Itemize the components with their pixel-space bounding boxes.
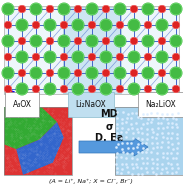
Circle shape <box>72 19 84 31</box>
Bar <box>4 107 72 175</box>
Bar <box>4 6 179 94</box>
Bar <box>115 107 183 175</box>
Text: A₃OX: A₃OX <box>12 100 31 109</box>
Circle shape <box>156 83 168 95</box>
Circle shape <box>44 83 56 95</box>
Circle shape <box>142 35 154 47</box>
Text: MD: MD <box>100 109 118 119</box>
Circle shape <box>32 53 40 61</box>
Circle shape <box>72 83 84 95</box>
Circle shape <box>100 51 112 63</box>
Text: D, Ea: D, Ea <box>95 133 123 143</box>
Bar <box>115 107 183 175</box>
Circle shape <box>58 3 70 15</box>
Circle shape <box>158 37 166 45</box>
Circle shape <box>156 19 168 31</box>
Bar <box>63 7 121 93</box>
Circle shape <box>144 53 152 61</box>
Circle shape <box>100 83 112 95</box>
Circle shape <box>102 69 110 77</box>
Circle shape <box>142 3 154 15</box>
Circle shape <box>74 69 82 77</box>
Circle shape <box>86 3 98 15</box>
Circle shape <box>128 83 140 95</box>
Bar <box>4 107 72 175</box>
Circle shape <box>86 35 98 47</box>
Text: Na₂LiOX: Na₂LiOX <box>146 100 176 109</box>
Circle shape <box>46 5 54 13</box>
Circle shape <box>114 35 126 47</box>
Circle shape <box>158 69 166 77</box>
Polygon shape <box>4 107 57 149</box>
FancyArrow shape <box>79 138 148 156</box>
Circle shape <box>116 53 124 61</box>
Circle shape <box>72 51 84 63</box>
Circle shape <box>102 37 110 45</box>
Circle shape <box>16 19 28 31</box>
Circle shape <box>158 5 166 13</box>
Circle shape <box>44 19 56 31</box>
Circle shape <box>2 35 14 47</box>
Circle shape <box>4 21 12 29</box>
Circle shape <box>116 85 124 93</box>
Polygon shape <box>23 138 72 175</box>
Circle shape <box>60 21 68 29</box>
Circle shape <box>88 53 96 61</box>
Circle shape <box>144 21 152 29</box>
Text: (A = Li⁺, Na⁺; X = Cl⁻, Br⁻): (A = Li⁺, Na⁺; X = Cl⁻, Br⁻) <box>49 179 133 184</box>
Circle shape <box>114 67 126 79</box>
Circle shape <box>170 3 182 15</box>
Circle shape <box>172 53 180 61</box>
Circle shape <box>74 37 82 45</box>
Circle shape <box>86 67 98 79</box>
Circle shape <box>170 67 182 79</box>
Circle shape <box>18 37 26 45</box>
Circle shape <box>16 51 28 63</box>
Circle shape <box>142 67 154 79</box>
Circle shape <box>46 37 54 45</box>
Text: Σ 3 (111): Σ 3 (111) <box>75 97 107 104</box>
Circle shape <box>130 69 138 77</box>
Circle shape <box>130 5 138 13</box>
Circle shape <box>172 21 180 29</box>
Circle shape <box>128 51 140 63</box>
Circle shape <box>58 67 70 79</box>
Circle shape <box>60 85 68 93</box>
Circle shape <box>32 21 40 29</box>
Circle shape <box>16 83 28 95</box>
Circle shape <box>2 3 14 15</box>
Circle shape <box>100 19 112 31</box>
Circle shape <box>30 35 42 47</box>
Text: Li₂NaOX: Li₂NaOX <box>76 100 106 109</box>
Circle shape <box>30 3 42 15</box>
Circle shape <box>32 85 40 93</box>
Circle shape <box>114 3 126 15</box>
Circle shape <box>116 21 124 29</box>
Circle shape <box>88 21 96 29</box>
Circle shape <box>2 67 14 79</box>
Circle shape <box>18 5 26 13</box>
Circle shape <box>30 67 42 79</box>
Polygon shape <box>16 122 64 175</box>
Circle shape <box>172 85 180 93</box>
Circle shape <box>128 19 140 31</box>
Circle shape <box>60 53 68 61</box>
Circle shape <box>4 53 12 61</box>
Circle shape <box>144 85 152 93</box>
Circle shape <box>44 51 56 63</box>
Circle shape <box>170 35 182 47</box>
Circle shape <box>46 69 54 77</box>
Circle shape <box>18 69 26 77</box>
Circle shape <box>102 5 110 13</box>
Text: σ: σ <box>105 122 113 132</box>
Circle shape <box>58 35 70 47</box>
Circle shape <box>88 85 96 93</box>
Circle shape <box>4 85 12 93</box>
Circle shape <box>156 51 168 63</box>
Circle shape <box>130 37 138 45</box>
Circle shape <box>74 5 82 13</box>
